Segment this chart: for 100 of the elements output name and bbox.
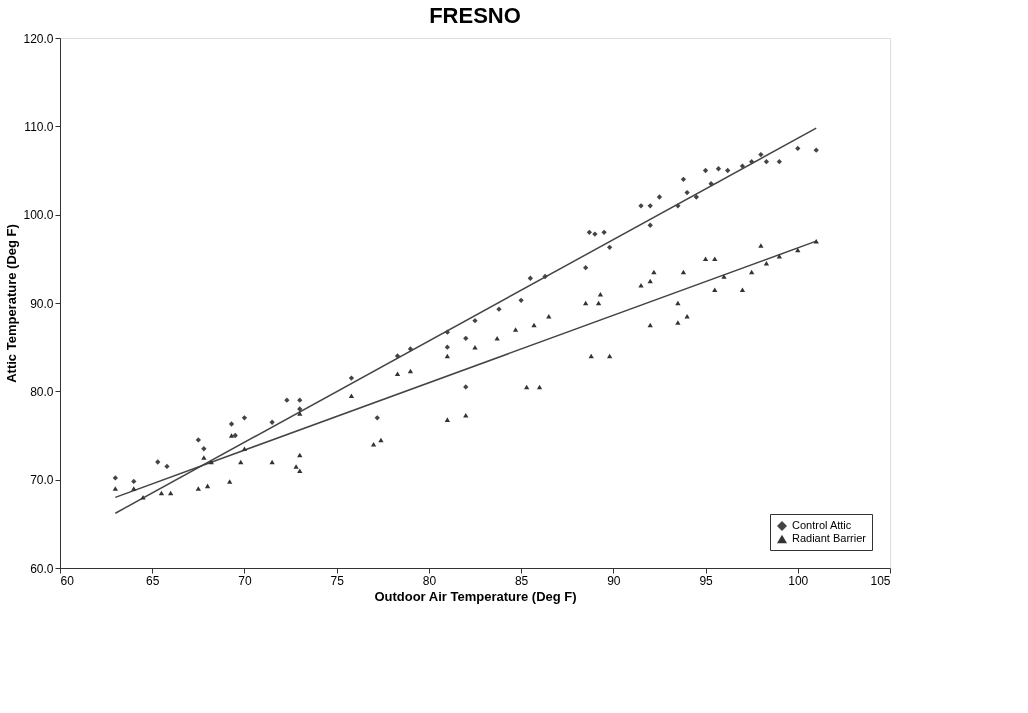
point: [394, 371, 401, 376]
point: [595, 300, 602, 306]
point: [758, 243, 764, 248]
point: [201, 446, 207, 452]
point: [269, 419, 275, 425]
point: [638, 283, 644, 288]
point: [131, 486, 137, 491]
point: [586, 229, 592, 235]
point: [647, 222, 653, 228]
point: [684, 189, 690, 196]
point: [241, 446, 248, 452]
y-tick-label: 100.0: [23, 208, 54, 223]
point: [597, 291, 604, 297]
point: [140, 495, 146, 500]
point: [444, 344, 450, 350]
y-axis-title: Attic Temperature (Deg F): [4, 224, 20, 383]
point: [164, 463, 170, 470]
y-tick-label: 120.0: [23, 31, 54, 46]
x-tick-label: 75: [330, 573, 345, 588]
point: [518, 297, 524, 303]
point: [675, 320, 681, 325]
point: [546, 313, 552, 319]
point: [684, 313, 690, 319]
point: [656, 194, 663, 200]
point: [293, 464, 299, 469]
point: [269, 459, 275, 465]
y-tick-label: 70.0: [30, 473, 54, 488]
point: [407, 368, 414, 374]
point: [795, 145, 801, 152]
x-tick-label: 65: [146, 573, 160, 588]
point: [195, 437, 201, 443]
point: [348, 393, 355, 399]
point: [394, 353, 401, 359]
point: [228, 421, 235, 427]
y-tick-label: 80.0: [30, 384, 54, 399]
point: [297, 411, 303, 416]
point: [712, 256, 718, 262]
point: [297, 468, 303, 474]
point: [702, 167, 709, 174]
point: [463, 335, 469, 341]
point: [374, 415, 380, 421]
x-tick-label: 80: [422, 573, 437, 588]
point: [763, 260, 770, 266]
point: [378, 437, 384, 443]
point: [712, 287, 718, 293]
point: [527, 275, 533, 281]
point: [228, 433, 235, 438]
point: [601, 229, 607, 235]
point: [112, 475, 118, 481]
point: [813, 147, 819, 153]
point: [444, 353, 450, 359]
x-tick-label: 105: [870, 573, 891, 588]
point: [749, 159, 755, 165]
point: [444, 417, 450, 422]
legend-label: Radiant Barrier: [792, 532, 867, 544]
point: [715, 166, 722, 172]
point: [227, 479, 233, 484]
point: [583, 300, 589, 306]
point: [680, 176, 687, 182]
point: [739, 163, 746, 169]
point: [607, 353, 613, 359]
point: [407, 346, 414, 352]
point: [583, 265, 589, 271]
x-tick-label: 60: [60, 573, 75, 588]
point: [763, 159, 770, 165]
point: [739, 287, 746, 293]
x-tick-label: 90: [607, 573, 621, 588]
point: [348, 375, 355, 381]
y-tick-label: 110.0: [24, 119, 54, 134]
point: [195, 486, 201, 491]
point: [204, 483, 211, 489]
point: [702, 256, 709, 262]
legend-label: Control Attic: [792, 519, 852, 531]
x-tick-label: 70: [238, 573, 252, 588]
point: [721, 274, 727, 279]
y-tick-label: 90.0: [30, 296, 54, 311]
x-axis-title: Outdoor Air Temperature (Deg F): [374, 588, 577, 604]
y-tick-label: 60.0: [30, 561, 54, 576]
point: [776, 159, 782, 165]
point: [232, 432, 238, 439]
point: [680, 269, 687, 275]
point: [542, 273, 548, 280]
point: [241, 415, 248, 421]
point: [370, 442, 377, 447]
point: [158, 490, 165, 496]
point: [512, 327, 519, 332]
x-tick-label: 85: [514, 573, 529, 588]
point: [444, 329, 450, 335]
point: [725, 167, 731, 174]
point: [607, 244, 613, 250]
point: [472, 318, 478, 324]
point: [168, 490, 174, 496]
point: [131, 478, 137, 485]
x-tick-label: 100: [788, 573, 809, 588]
point: [297, 397, 303, 403]
point: [524, 384, 530, 390]
point: [494, 336, 500, 341]
point: [647, 203, 653, 209]
chart-title: FRESNO: [429, 3, 521, 28]
point: [536, 384, 543, 390]
